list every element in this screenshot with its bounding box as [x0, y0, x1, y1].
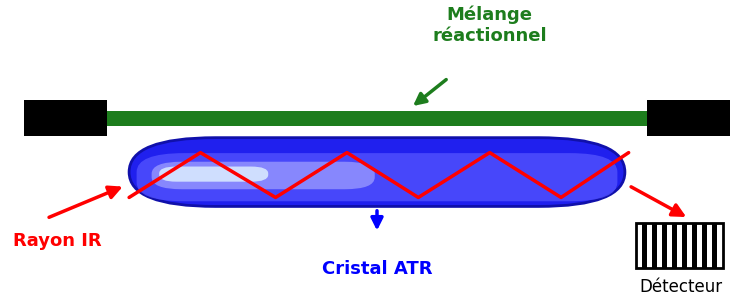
Text: Détecteur: Détecteur	[639, 278, 723, 296]
FancyBboxPatch shape	[129, 138, 625, 206]
Bar	[642, 223, 647, 268]
Bar	[24, 111, 730, 126]
Bar	[712, 223, 716, 268]
Bar	[662, 223, 667, 268]
Text: Rayon IR: Rayon IR	[13, 232, 101, 250]
FancyBboxPatch shape	[136, 153, 618, 201]
Bar	[636, 223, 722, 268]
Text: Mélange
réactionnel: Mélange réactionnel	[432, 6, 547, 45]
Bar	[652, 223, 657, 268]
Bar	[648, 100, 730, 136]
FancyBboxPatch shape	[159, 167, 268, 182]
Bar	[682, 223, 687, 268]
Bar	[702, 223, 706, 268]
Bar	[24, 100, 106, 136]
Text: Cristal ATR: Cristal ATR	[322, 260, 432, 278]
Bar	[691, 223, 697, 268]
Bar	[672, 223, 677, 268]
FancyBboxPatch shape	[152, 162, 375, 189]
